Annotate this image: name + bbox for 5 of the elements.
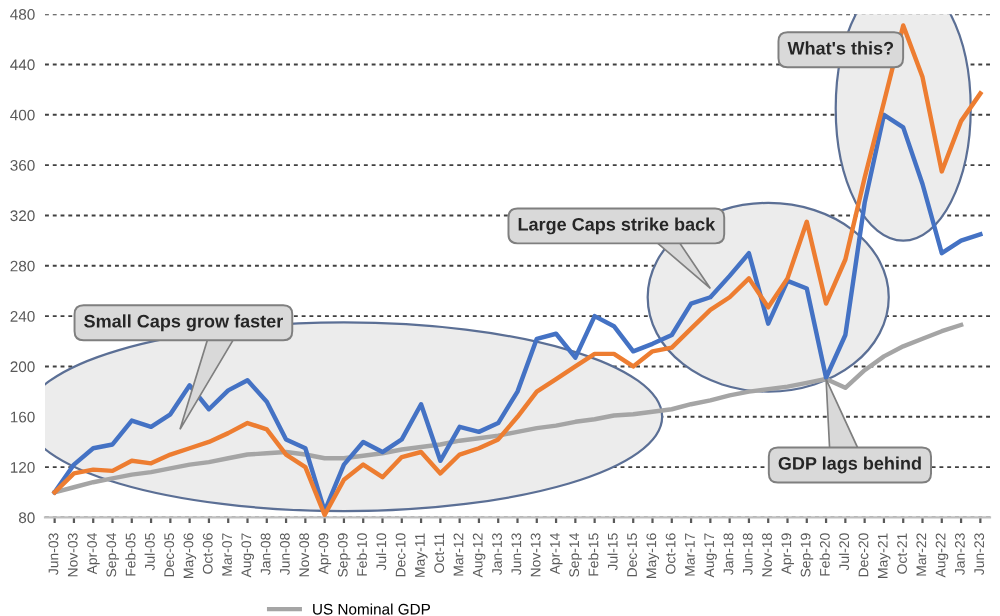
annotation: What's this? — [787, 41, 894, 55]
line-series — [52, 112, 983, 514]
annotation: Small Caps grow faster — [84, 314, 283, 332]
annotation: Large Caps strike back — [518, 217, 716, 235]
annotation: GDP lags behind — [778, 456, 921, 474]
